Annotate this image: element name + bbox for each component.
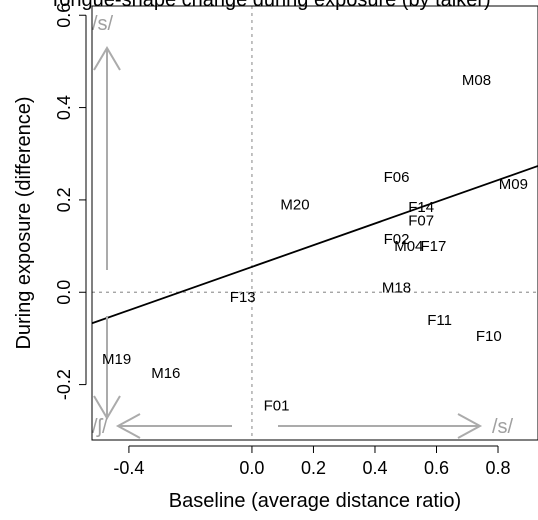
y-tick-label: -0.2 [54,369,74,400]
right-arrowhead-icon [457,413,483,439]
y-tick-label: 0.6 [54,3,74,28]
point-label-f07: F07 [408,213,434,230]
direction-guides: /s/ /ʃ/ /s/ [92,13,514,439]
point-label-f02: F02 [384,231,410,248]
point-label-f17: F17 [420,238,446,255]
x-tick-label: 0.4 [362,458,387,478]
x-axis-ticks: -0.4 0.0 0.2 0.4 0.6 0.8 [113,446,511,478]
y-axis-ticks: -0.2 0.0 0.2 0.4 0.6 [54,3,86,400]
down-arrowhead-icon [93,395,121,420]
x-axis-title: Baseline (average distance ratio) [169,490,461,512]
y-tick-label: 0.4 [54,95,74,120]
bottom-left-phoneme-label: /ʃ/ [92,416,108,438]
bottom-right-phoneme-label: /s/ [492,416,514,438]
point-label-m18: M18 [382,280,411,297]
regression-line [91,165,538,325]
top-left-phoneme-label: /s/ [92,13,114,35]
point-label-f01: F01 [264,397,290,414]
point-label-m08: M08 [462,72,491,89]
point-label-f06: F06 [384,169,410,186]
point-label-m09: M09 [499,176,528,193]
x-tick-label: -0.4 [113,458,144,478]
y-axis: -0.2 0.0 0.2 0.4 0.6 During exposure (differ… [13,3,87,400]
y-tick-label: 0.2 [54,187,74,212]
x-tick-label: 0.2 [301,458,326,478]
point-label-m04: M04 [394,238,423,255]
point-label-f14: F14 [408,199,434,216]
x-axis: -0.4 0.0 0.2 0.4 0.6 0.8 Baseline (average di… [113,445,511,512]
point-label-m19: M19 [102,351,131,368]
point-label-f11: F11 [427,312,452,329]
y-tick-label: 0.0 [54,280,74,305]
point-label-m20: M20 [280,197,309,214]
x-tick-label: 0.8 [485,458,510,478]
x-tick-label: 0.6 [424,458,449,478]
point-label-f10: F10 [476,328,502,345]
plot-border [91,5,538,441]
left-arrowhead-icon [115,413,141,439]
point-label-f13: F13 [230,289,256,306]
x-tick-label: 0.0 [239,458,264,478]
point-label-m16: M16 [151,365,180,382]
y-axis-title: During exposure (difference) [13,96,35,349]
up-arrowhead-icon [93,46,121,71]
